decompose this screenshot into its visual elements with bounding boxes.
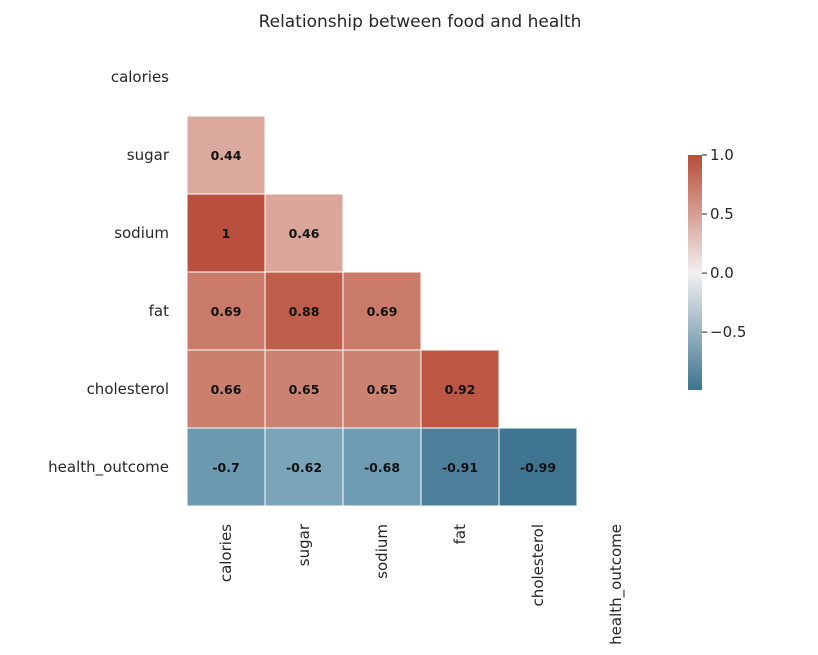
heatmap-cell-sugar-calories [186, 115, 266, 195]
heatmap-cell-sodium-calories [186, 193, 266, 273]
cell-value-label: 0.88 [289, 304, 320, 319]
chart-title: Relationship between food and health [259, 12, 582, 32]
heatmap-cell-cholesterol-sugar [264, 349, 344, 429]
x-tick-label-sugar: sugar [295, 523, 313, 566]
cell-value-label: 0.69 [211, 304, 242, 319]
y-tick-label-sugar: sugar [127, 146, 170, 164]
cell-value-label: 0.69 [367, 304, 398, 319]
heatmap-cell-cholesterol-fat [420, 349, 500, 429]
x-tick-label-sodium: sodium [373, 524, 391, 579]
y-tick-label-sodium: sodium [114, 224, 169, 242]
colorbar-tick-label: −0.5 [710, 323, 746, 341]
colorbar-tick-label: 0.0 [710, 264, 734, 282]
cell-value-label: 0.46 [289, 226, 320, 241]
cell-value-label: 0.65 [367, 382, 398, 397]
x-tick-label-calories: calories [217, 524, 235, 582]
heatmap-cell-fat-sodium [342, 271, 422, 351]
cell-value-label: 0.66 [211, 382, 242, 397]
x-tick-label-fat: fat [451, 524, 469, 544]
colorbar-gradient [688, 155, 702, 390]
heatmap-cell-health_outcome-sugar [264, 427, 344, 507]
colorbar-tick-label: 0.5 [710, 205, 734, 223]
y-tick-label-calories: calories [111, 68, 169, 86]
x-tick-label-cholesterol: cholesterol [529, 524, 547, 606]
cell-value-label: -0.62 [286, 460, 322, 475]
colorbar: 1.0 0.5 0.0 −0.5 [688, 146, 746, 390]
cell-value-label: -0.91 [442, 460, 478, 475]
cell-value-label: 0.65 [289, 382, 320, 397]
y-tick-label-cholesterol: cholesterol [87, 380, 169, 398]
x-axis-tick-labels: calories sugar sodium fat cholesterol health_… [217, 523, 626, 645]
colorbar-tick-label: 1.0 [710, 146, 734, 164]
cell-value-label: -0.99 [520, 460, 556, 475]
cell-value-label: 0.44 [211, 148, 242, 163]
cell-value-label: 1 [222, 226, 231, 241]
cell-value-label: -0.7 [212, 460, 239, 475]
cell-value-label: -0.68 [364, 460, 400, 475]
heatmap-cell-health_outcome-fat [420, 427, 500, 507]
colorbar-ticks: 1.0 0.5 0.0 −0.5 [702, 146, 746, 341]
y-tick-label-health_outcome: health_outcome [48, 458, 169, 477]
y-axis-tick-labels: calories sugar sodium fat cholesterol health_… [48, 68, 170, 477]
heatmap-cell-sodium-sugar [264, 193, 344, 273]
x-tick-label-health_outcome: health_outcome [607, 524, 626, 645]
cell-value-label: 0.92 [445, 382, 476, 397]
heatmap-cell-health_outcome-sodium [342, 427, 422, 507]
heatmap-cell-health_outcome-cholesterol [498, 427, 578, 507]
heatmap-cell-fat-sugar [264, 271, 344, 351]
heatmap-cells: 0.44 1 0.46 0.69 0.88 0.69 0.66 0.65 0.65 0.92 -0.… [186, 115, 578, 507]
y-tick-label-fat: fat [149, 302, 169, 320]
heatmap-cell-fat-calories [186, 271, 266, 351]
